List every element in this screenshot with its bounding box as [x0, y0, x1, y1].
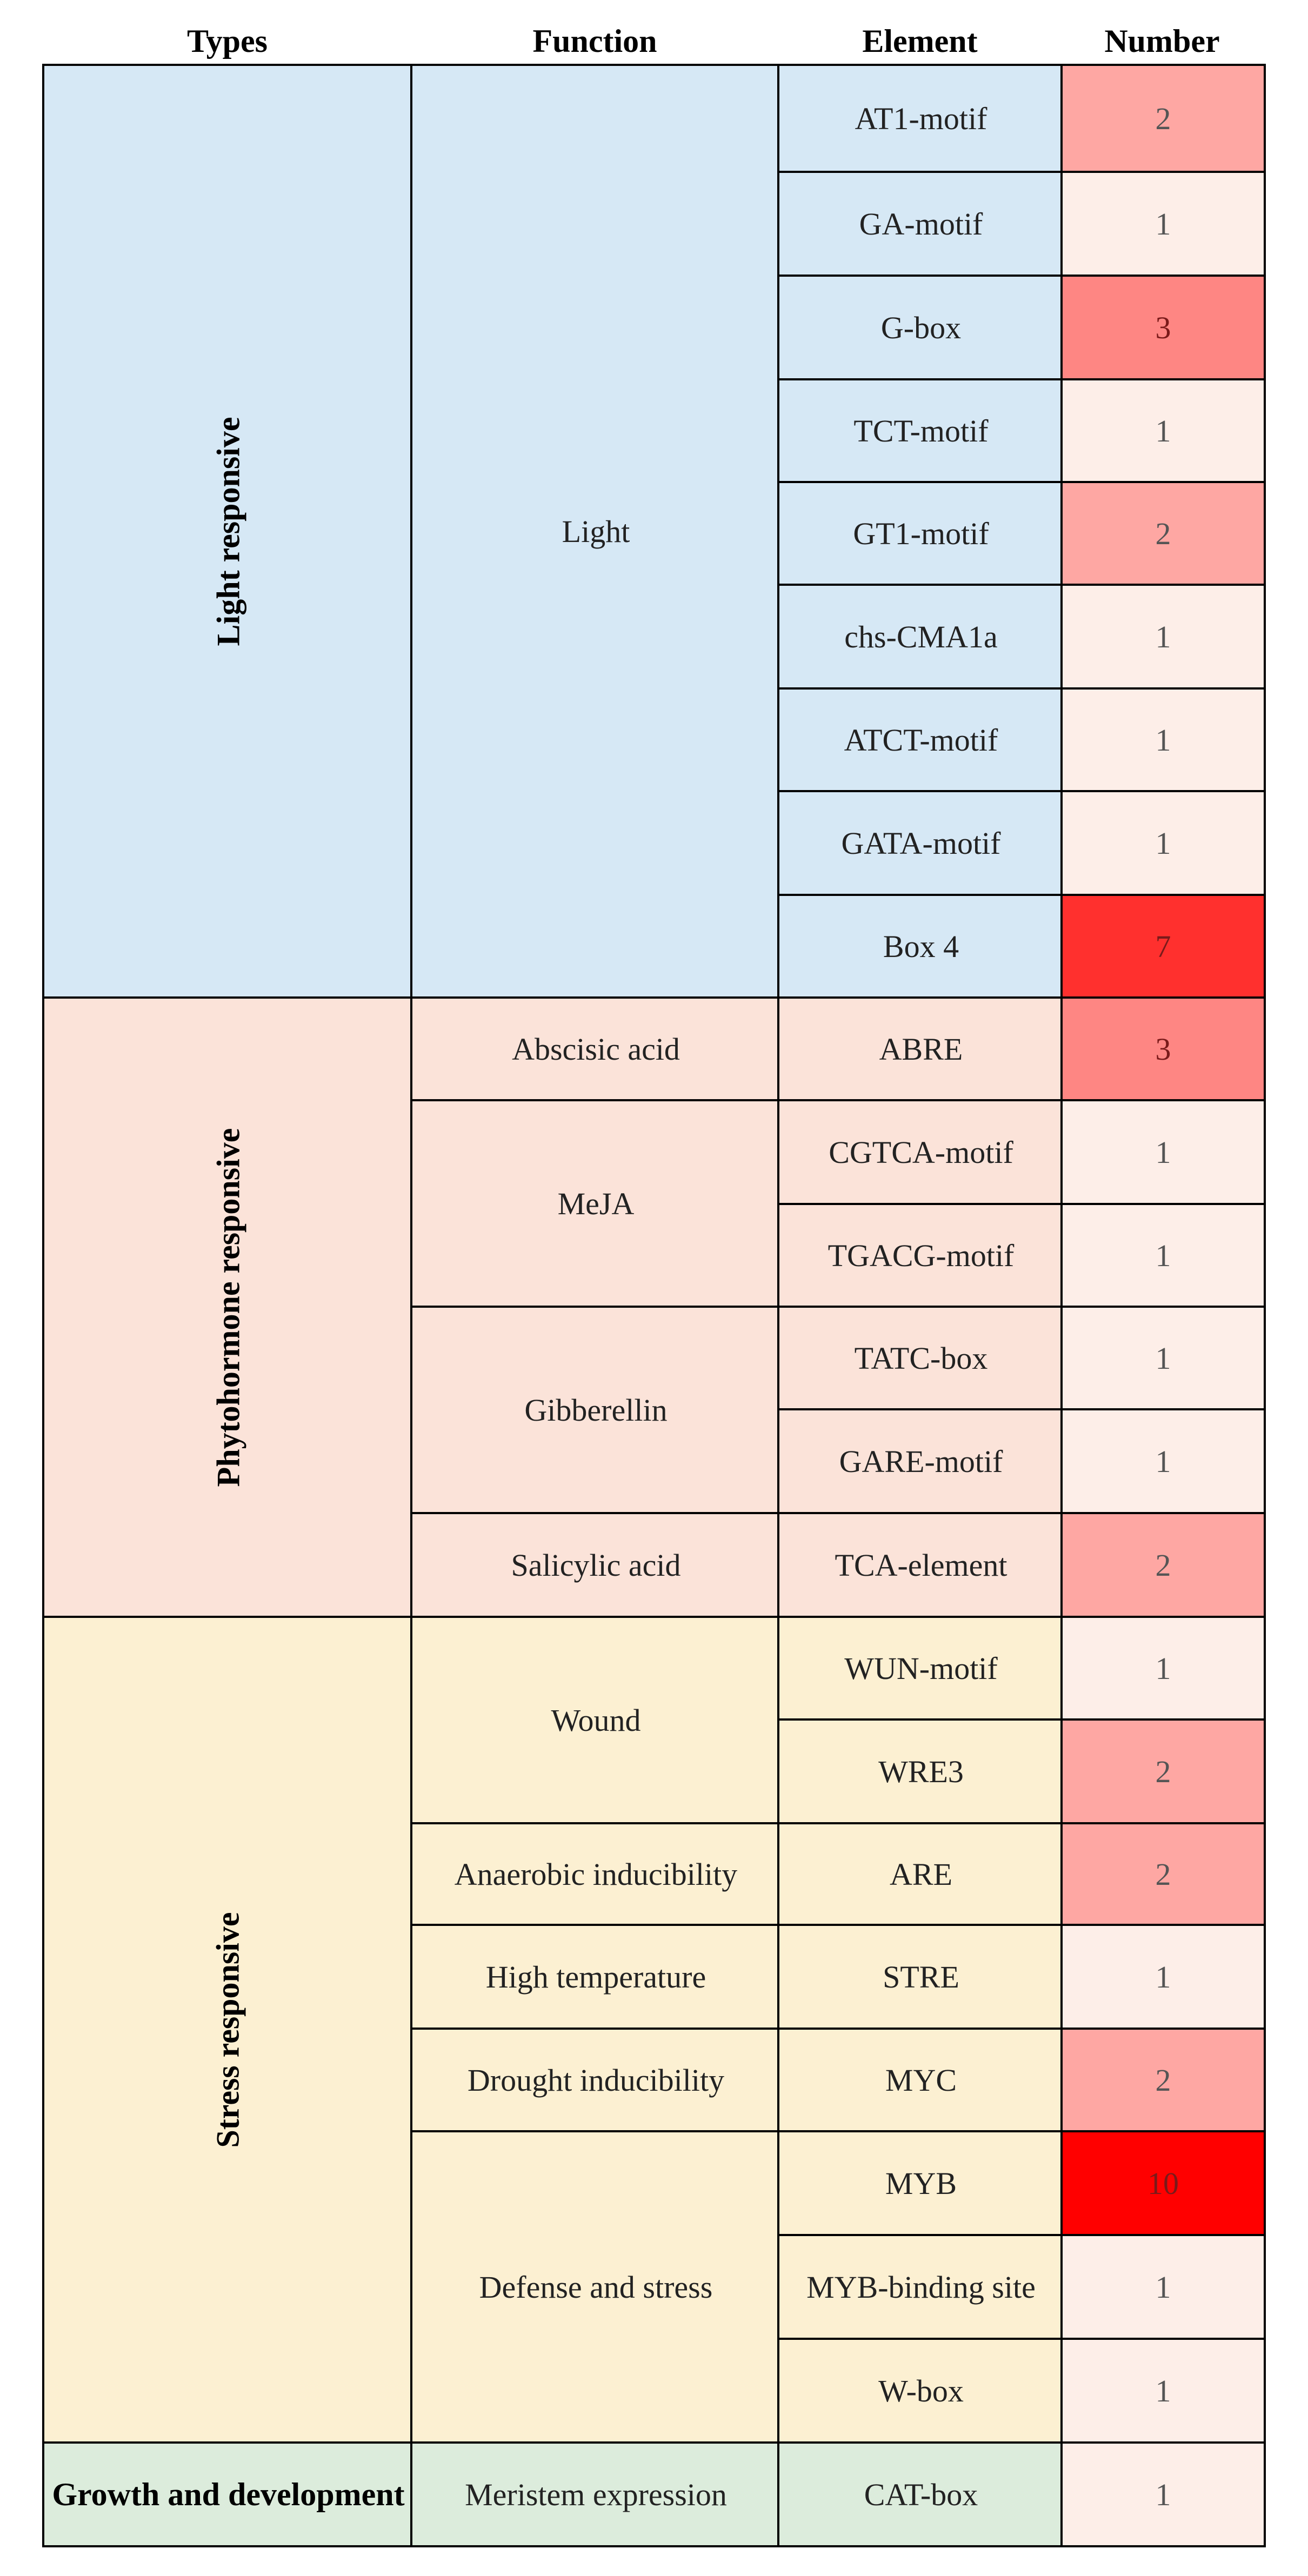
element-cell: TCA-element	[777, 1512, 1065, 1618]
header-element: Element	[862, 23, 978, 59]
element-cell: G-box	[777, 275, 1065, 380]
number-cell: 2	[1060, 2028, 1266, 2132]
number-cell: 2	[1060, 1822, 1266, 1926]
element-cell: CGTCA-motif	[777, 1099, 1065, 1205]
type-cell: Light responsive	[42, 64, 415, 999]
type-cell: Growth and development	[42, 2441, 415, 2547]
element-cell: ATCT-motif	[777, 687, 1065, 792]
type-cell: Stress responsive	[42, 1616, 415, 2444]
header-types: Types	[187, 23, 268, 59]
element-cell: TATC-box	[777, 1306, 1065, 1410]
header-number: Number	[1104, 23, 1220, 59]
element-cell: MYB-binding site	[777, 2234, 1065, 2340]
element-cell: W-box	[777, 2338, 1065, 2444]
element-cell: WUN-motif	[777, 1616, 1065, 1721]
number-cell: 2	[1060, 481, 1266, 586]
number-cell: 1	[1060, 1099, 1266, 1205]
element-cell: GARE-motif	[777, 1408, 1065, 1514]
element-cell: Box 4	[777, 894, 1065, 999]
function-cell: High temperature	[410, 1924, 782, 2030]
type-label-vertical: Stress responsive	[210, 1911, 246, 2148]
element-cell: WRE3	[777, 1718, 1065, 1824]
number-cell: 3	[1060, 996, 1266, 1101]
number-cell: 1	[1060, 1924, 1266, 2030]
function-cell: Defense and stress	[410, 2130, 782, 2444]
function-cell: Drought inducibility	[410, 2028, 782, 2132]
number-cell: 1	[1060, 1408, 1266, 1514]
number-cell: 1	[1060, 171, 1266, 277]
element-cell: GATA-motif	[777, 790, 1065, 896]
number-cell: 7	[1060, 894, 1266, 999]
header-function: Function	[532, 23, 657, 59]
element-cell: CAT-box	[777, 2441, 1065, 2547]
number-cell: 10	[1060, 2130, 1266, 2236]
element-cell: TGACG-motif	[777, 1203, 1065, 1308]
number-cell: 1	[1060, 687, 1266, 792]
function-cell: Light	[410, 64, 782, 999]
number-cell: 1	[1060, 1203, 1266, 1308]
number-cell: 1	[1060, 2441, 1266, 2547]
function-cell: Salicylic acid	[410, 1512, 782, 1618]
number-cell: 1	[1060, 2338, 1266, 2444]
number-cell: 2	[1060, 1718, 1266, 1824]
element-cell: chs-CMA1a	[777, 584, 1065, 690]
number-cell: 1	[1060, 790, 1266, 896]
function-cell: Meristem expression	[410, 2441, 782, 2547]
number-cell: 1	[1060, 2234, 1266, 2340]
element-cell: GA-motif	[777, 171, 1065, 277]
element-cell: MYC	[777, 2028, 1065, 2132]
element-cell: AT1-motif	[777, 64, 1065, 173]
function-cell: Anaerobic inducibility	[410, 1822, 782, 1926]
type-label-vertical: Light responsive	[210, 417, 246, 646]
number-cell: 1	[1060, 1616, 1266, 1721]
number-cell: 3	[1060, 275, 1266, 380]
function-cell: Gibberellin	[410, 1306, 782, 1514]
element-cell: GT1-motif	[777, 481, 1065, 586]
element-cell: MYB	[777, 2130, 1065, 2236]
function-cell: Abscisic acid	[410, 996, 782, 1101]
type-label-vertical: Phytohormone responsive	[210, 1128, 246, 1487]
number-cell: 2	[1060, 1512, 1266, 1618]
function-cell: MeJA	[410, 1099, 782, 1308]
element-cell: TCT-motif	[777, 378, 1065, 483]
type-label: Growth and development	[52, 2477, 405, 2512]
number-cell: 1	[1060, 1306, 1266, 1410]
number-cell: 1	[1060, 378, 1266, 483]
element-cell: ARE	[777, 1822, 1065, 1926]
type-cell: Phytohormone responsive	[42, 996, 415, 1618]
element-cell: STRE	[777, 1924, 1065, 2030]
function-cell: Wound	[410, 1616, 782, 1824]
number-cell: 2	[1060, 64, 1266, 173]
element-cell: ABRE	[777, 996, 1065, 1101]
number-cell: 1	[1060, 584, 1266, 690]
